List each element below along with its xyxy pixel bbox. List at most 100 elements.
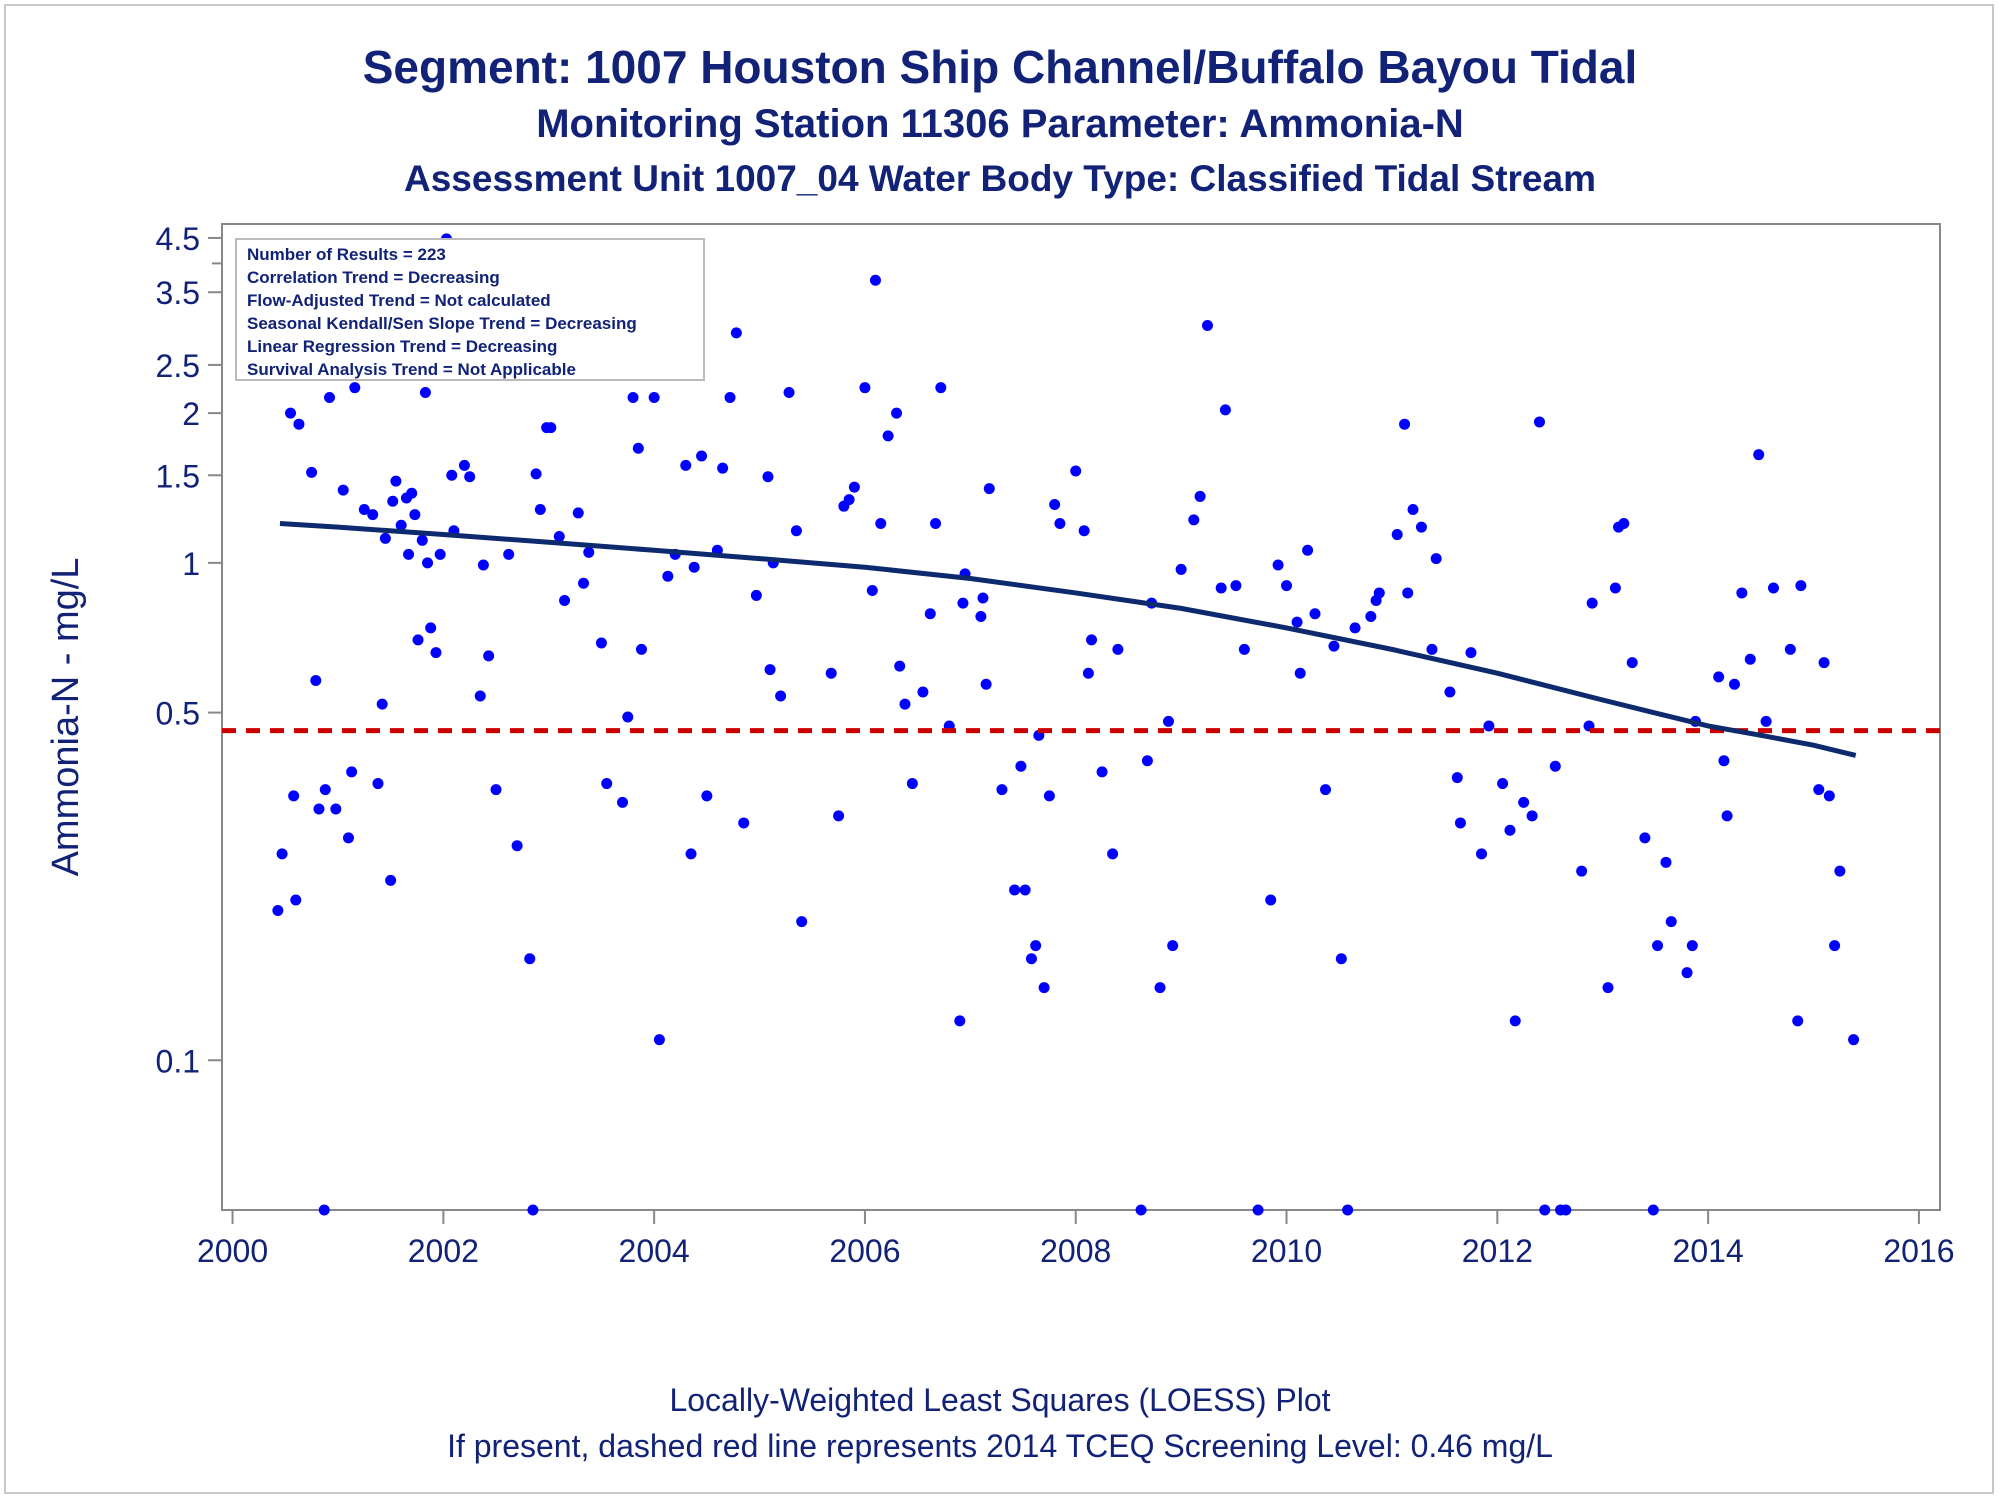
data-point [446, 469, 458, 481]
data-point [775, 690, 787, 702]
y-tick-label-2: 1 [182, 546, 200, 582]
y-tick-label-6: 3.5 [156, 275, 200, 311]
data-point [464, 471, 476, 483]
data-point [1660, 856, 1672, 868]
data-point [859, 382, 871, 394]
data-point [511, 840, 523, 852]
data-point [1834, 865, 1846, 877]
data-point [490, 784, 502, 796]
data-point [1391, 529, 1403, 541]
data-point [717, 462, 729, 474]
data-point [1030, 940, 1042, 952]
data-point [1238, 643, 1250, 655]
data-point [1497, 778, 1509, 790]
data-point [1009, 884, 1021, 896]
data-point [1399, 418, 1411, 430]
data-point [1167, 940, 1179, 952]
data-point [276, 848, 288, 860]
data-point [1019, 884, 1031, 896]
data-point [843, 494, 855, 506]
data-point [1618, 517, 1630, 529]
data-point [1349, 622, 1361, 634]
data-point [957, 597, 969, 609]
data-point [917, 686, 929, 698]
y-tick-label-5: 2.5 [156, 348, 200, 384]
data-point [1272, 559, 1284, 571]
y-tick-label-0: 0.1 [156, 1043, 200, 1079]
data-point [1025, 953, 1037, 965]
data-point [1294, 667, 1306, 679]
data-point [1509, 1015, 1521, 1027]
x-tick-label-1: 2002 [408, 1233, 479, 1269]
data-point [1549, 760, 1561, 772]
data-point [1373, 587, 1385, 599]
data-point [648, 391, 660, 403]
data-point [653, 1034, 665, 1046]
data-point [1291, 616, 1303, 628]
x-axis: 2000 2002 2004 2006 2008 2010 2012 2014 2016 [197, 1210, 1955, 1269]
data-point [617, 796, 629, 808]
data-point [1504, 824, 1516, 836]
y-tick-label-4: 2 [182, 396, 200, 432]
y-tick-label-7: 4.5 [156, 221, 200, 257]
data-point [1586, 597, 1598, 609]
data-point [595, 637, 607, 649]
data-point [290, 894, 302, 906]
data-point [1043, 790, 1055, 802]
data-point [1753, 449, 1765, 461]
data-point [1112, 643, 1124, 655]
x-tick-label-5: 2010 [1251, 1233, 1322, 1269]
data-point [372, 778, 384, 790]
x-tick-label-6: 2012 [1462, 1233, 1533, 1269]
data-point [622, 711, 634, 723]
data-point [730, 327, 742, 339]
data-point [1784, 643, 1796, 655]
data-point [1215, 582, 1227, 594]
data-point [395, 519, 407, 531]
data-point [293, 418, 305, 430]
data-point [1054, 517, 1066, 529]
data-point [1454, 817, 1466, 829]
data-point [527, 1204, 539, 1216]
data-point [1476, 848, 1488, 860]
data-point [1320, 784, 1332, 796]
data-point [434, 548, 446, 560]
data-point [1465, 647, 1477, 659]
stats-box-border [235, 238, 705, 381]
data-point [975, 611, 987, 623]
data-point [1265, 894, 1277, 906]
data-point [319, 784, 331, 796]
data-point [1070, 465, 1082, 477]
data-point [409, 509, 421, 521]
data-point [1760, 715, 1772, 727]
data-point [1728, 678, 1740, 690]
x-tick-label-2: 2004 [619, 1233, 690, 1269]
data-point [848, 481, 860, 493]
data-point [324, 391, 336, 403]
data-point [1281, 580, 1293, 592]
data-point [1407, 504, 1419, 516]
data-point [1576, 865, 1588, 877]
data-point [906, 778, 918, 790]
data-point [635, 643, 647, 655]
data-point [1015, 760, 1027, 772]
data-point [477, 559, 489, 571]
data-point [1096, 766, 1108, 778]
data-point [430, 647, 442, 659]
data-point [349, 382, 361, 394]
data-point [379, 532, 391, 544]
stats-line-0: Number of Results = 223 [247, 245, 446, 264]
data-point [306, 466, 318, 478]
data-point [1194, 490, 1206, 502]
data-point [337, 484, 349, 496]
chart-subtitle-station: Monitoring Station 11306 Parameter: Ammo… [536, 102, 1464, 146]
data-point [422, 557, 434, 569]
data-point [406, 487, 418, 499]
data-point [1415, 521, 1427, 533]
data-point [977, 592, 989, 604]
data-point [1175, 563, 1187, 575]
data-point [1219, 404, 1231, 416]
data-point [416, 534, 428, 546]
data-point [1451, 772, 1463, 784]
data-point [1686, 940, 1698, 952]
